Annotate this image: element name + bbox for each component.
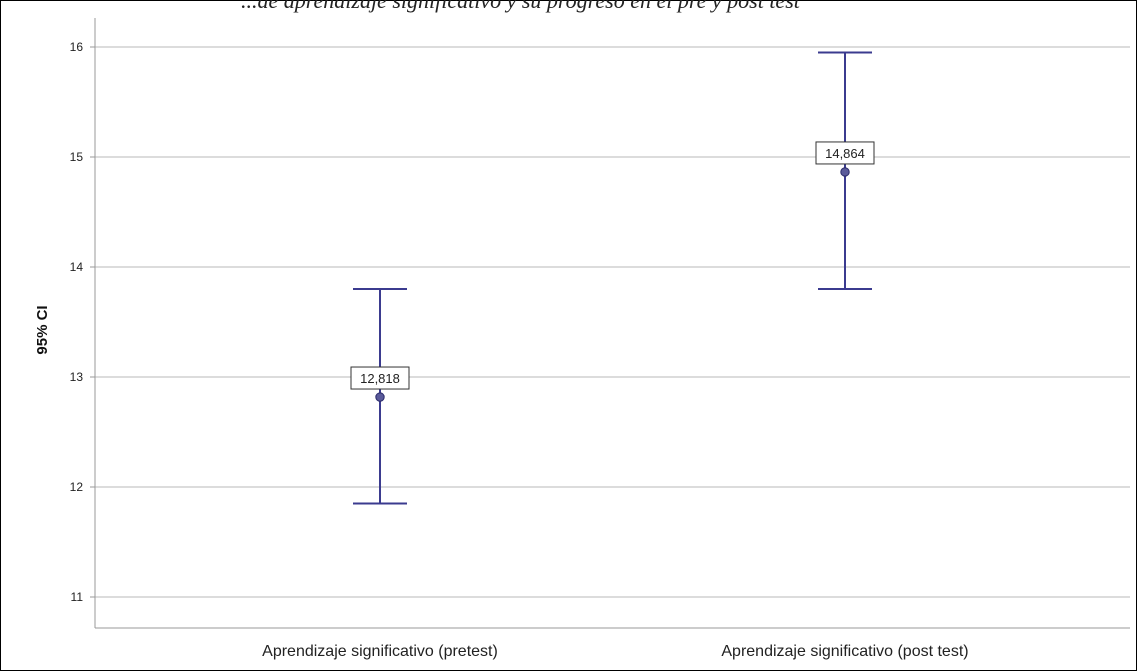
y-tick-label: 13	[70, 370, 84, 384]
grid-lines	[95, 46, 1130, 598]
mean-marker	[840, 167, 850, 177]
mean-data-label: 12,818	[360, 371, 400, 386]
mean-label-box	[350, 366, 410, 390]
x-category-label: Aprendizaje significativo (post test)	[721, 643, 968, 660]
mean-marker	[375, 392, 385, 402]
x-category-label: Aprendizaje significativo (pretest)	[262, 643, 498, 660]
y-axis-title: 95% CI	[34, 305, 51, 354]
mean-data-label: 14,864	[825, 146, 865, 161]
error-bars: 12,818 14,864	[350, 51, 875, 505]
y-tick-label: 16	[70, 40, 84, 54]
y-tick-label: 15	[70, 150, 84, 164]
chart-title: ...de aprendizaje significativo y su pro…	[241, 0, 800, 13]
y-tick-label: 14	[70, 260, 84, 274]
mean-label-box	[815, 141, 875, 165]
y-tick-labels: 11 12 13 14 15 16	[70, 40, 95, 604]
category-labels: Aprendizaje significativo (pretest) Apren…	[262, 643, 968, 660]
y-tick-label: 12	[70, 480, 84, 494]
y-tick-label: 11	[71, 590, 84, 604]
